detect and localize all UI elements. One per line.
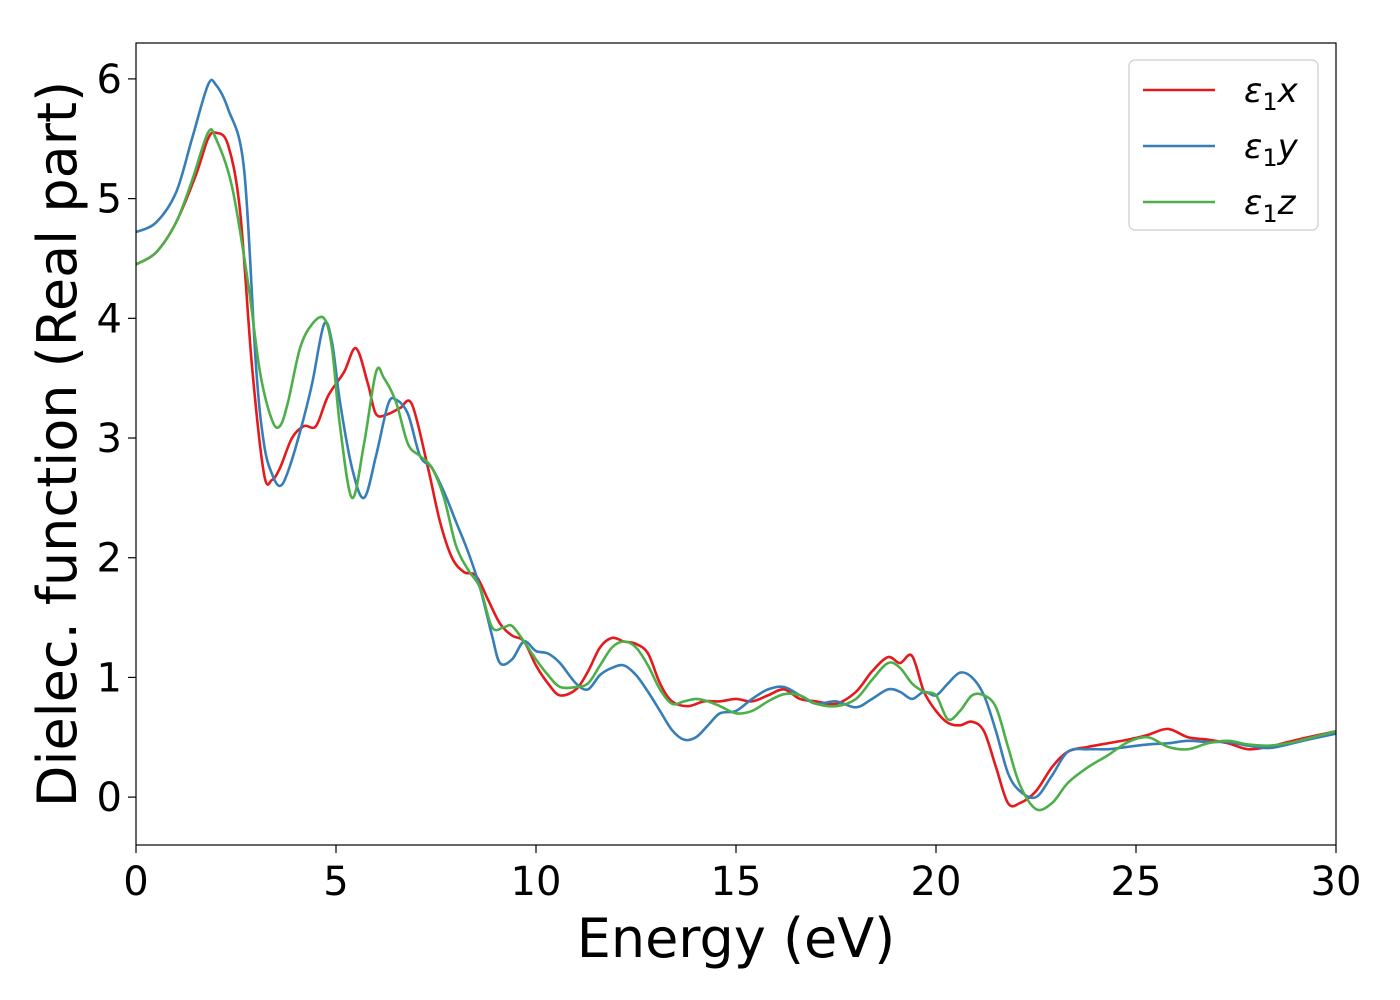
x-tick-label: 25 xyxy=(1111,859,1162,905)
legend: ε1x ε1y ε1z xyxy=(1128,59,1319,231)
y-tick-label: 3 xyxy=(97,416,122,462)
series-line-3 xyxy=(136,127,1336,812)
series-layer xyxy=(136,78,1336,812)
y-axis-title: Dielec. function (Real part) xyxy=(26,81,89,807)
x-axis-title: Energy (eV) xyxy=(577,907,896,970)
series-line-2 xyxy=(136,78,1336,800)
x-tick-label: 30 xyxy=(1311,859,1362,905)
x-tick-label: 10 xyxy=(511,859,562,905)
y-tick-label: 0 xyxy=(97,775,122,821)
x-tick-label: 15 xyxy=(711,859,762,905)
y-tick-label: 4 xyxy=(97,296,122,342)
legend-label-3: ε1z xyxy=(1244,183,1297,228)
x-tick-label: 20 xyxy=(911,859,962,905)
legend-label-2: ε1y xyxy=(1244,127,1299,172)
x-axis: 0 5 10 15 20 25 30 xyxy=(123,845,1361,905)
y-axis: 0 1 2 3 4 5 6 xyxy=(97,57,136,821)
x-tick-label: 0 xyxy=(123,859,148,905)
y-tick-label: 1 xyxy=(97,655,122,701)
y-tick-label: 5 xyxy=(97,177,122,223)
x-tick-label: 5 xyxy=(323,859,348,905)
legend-label-1: ε1x xyxy=(1244,71,1299,116)
series-line-1 xyxy=(136,131,1336,808)
legend-box xyxy=(1128,59,1319,231)
y-tick-label: 2 xyxy=(97,536,122,582)
y-tick-label: 6 xyxy=(97,57,122,103)
